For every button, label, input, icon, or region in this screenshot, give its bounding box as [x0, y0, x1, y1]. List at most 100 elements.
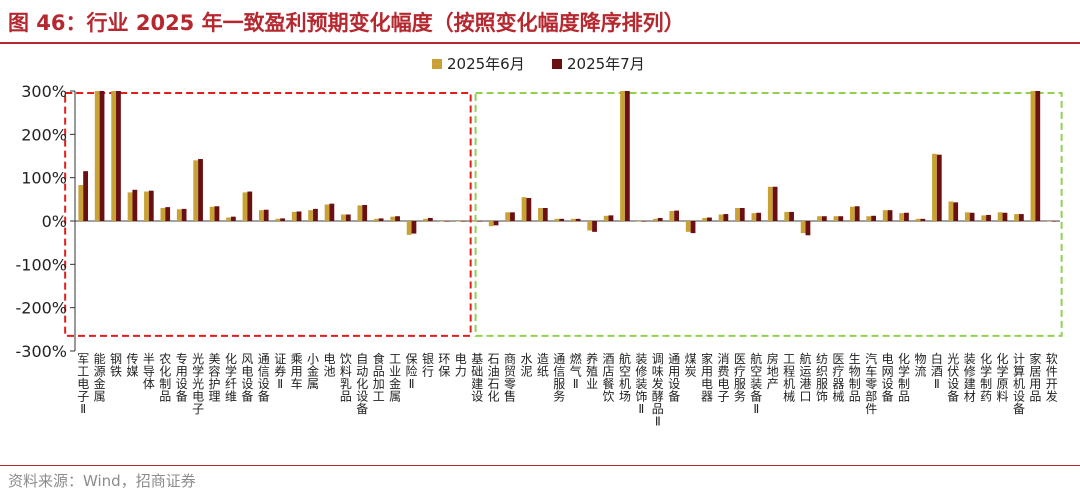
bar-july [148, 190, 154, 221]
bar-july [674, 210, 680, 221]
bar-july [739, 208, 745, 221]
bar-july [214, 206, 220, 221]
y-tick-label: -100% [15, 255, 67, 274]
bar-june [275, 218, 281, 221]
bar-june [423, 218, 428, 221]
legend-label: 2025年7月 [567, 55, 645, 73]
bar-july [608, 215, 614, 221]
x-tick-label: 装修装饰 Ⅱ [635, 352, 647, 416]
bar-june [505, 212, 511, 221]
bar-july [477, 221, 483, 222]
bar-july [805, 221, 811, 236]
x-tick-label: 生物制品 [849, 352, 861, 404]
x-tick-label: 医疗服务 [734, 352, 746, 404]
bar-july [575, 218, 581, 221]
x-tick-label: 光学光电子 [192, 352, 204, 416]
bar-july [1018, 214, 1024, 221]
bar-june [784, 211, 790, 221]
bar-july [83, 171, 89, 221]
bar-june [685, 221, 691, 232]
bar-june [78, 185, 84, 221]
bar-june [357, 205, 363, 221]
bar-june [767, 186, 773, 221]
bar-july [904, 212, 909, 221]
bar-june [669, 211, 675, 221]
bar-june [817, 216, 822, 221]
bar-july [296, 211, 302, 221]
x-tick-label: 纺织服饰 [816, 352, 828, 404]
bar-june [1030, 91, 1036, 221]
x-tick-label: 银行 [422, 352, 434, 379]
x-tick-label: 风电设备 [241, 352, 253, 404]
x-tick-label: 电网设备 [882, 352, 894, 404]
x-tick-label: 调味发酵品 Ⅱ [652, 352, 664, 429]
y-tick-label: -300% [15, 342, 67, 361]
x-tick-label: 化学制药 [980, 352, 992, 404]
bar-july [641, 221, 647, 222]
bar-july [247, 191, 253, 221]
bar-july [263, 209, 269, 221]
y-tick-label: 100% [21, 169, 67, 188]
bar-june [948, 201, 954, 221]
bar-july [657, 217, 663, 221]
x-tick-label: 基础建设 [471, 352, 483, 404]
x-tick-label: 通信设备 [258, 352, 270, 404]
bar-june [127, 192, 133, 221]
y-tick-label: 0% [42, 212, 67, 231]
y-tick-label: -200% [15, 299, 67, 318]
bar-july [887, 210, 893, 221]
bar-july [510, 212, 515, 221]
bar-june [636, 221, 642, 222]
bar-june [554, 218, 560, 221]
bar-july [313, 208, 318, 221]
bar-june [538, 208, 543, 221]
bar-july [542, 208, 548, 221]
x-tick-label: 航空装备 Ⅱ [750, 351, 762, 416]
x-tick-label: 通用设备 [668, 352, 680, 404]
bar-june [488, 221, 494, 227]
bar-june [603, 215, 609, 221]
bar-june [997, 212, 1003, 221]
x-tick-label: 证券 Ⅱ [274, 352, 286, 391]
x-tick-label: 环保 [438, 352, 450, 379]
bar-july [181, 208, 187, 221]
bar-june [242, 192, 248, 221]
y-tick-label: 300% [21, 82, 67, 101]
title-rule [0, 42, 1080, 44]
bar-july [1051, 221, 1057, 222]
bar-july [953, 202, 959, 221]
bar-june [521, 197, 527, 221]
bar-july [345, 214, 351, 221]
bar-june [209, 206, 215, 221]
source-note: 资料来源：Wind，招商证券 [8, 472, 196, 490]
x-tick-label: 乘用车 [291, 352, 303, 391]
bar-june [439, 221, 445, 222]
bar-july [411, 221, 417, 234]
x-tick-label: 工程机械 [783, 352, 795, 404]
bar-july [526, 198, 532, 221]
bar-july [854, 206, 860, 221]
bar-june [455, 221, 461, 222]
x-tick-label: 酒店餐饮 [603, 352, 615, 404]
bar-june [160, 208, 166, 221]
x-tick-label: 军工电子 Ⅱ [77, 352, 89, 416]
green-dashed-box [474, 92, 1063, 337]
bar-july [1035, 91, 1041, 221]
x-tick-label: 物流 [914, 352, 926, 379]
x-tick-label: 航运港口 [800, 351, 812, 404]
bar-june [406, 221, 412, 235]
bar-june [308, 210, 314, 221]
bar-july [838, 216, 844, 221]
bar-june [899, 213, 905, 221]
x-tick-label: 白酒 Ⅱ [931, 351, 943, 391]
x-tick-label: 化学制品 [898, 352, 910, 404]
x-tick-label: 医疗器械 [832, 352, 844, 404]
bar-june [111, 91, 117, 221]
x-tick-label: 自动化设备 [356, 352, 368, 416]
bar-july [871, 215, 877, 221]
bar-chart: 300% 200% 100% 0% -100% -200% -300% 军工电子 Ⅱ 能源金属钢… [15, 55, 1063, 429]
bar-july [395, 216, 400, 221]
bar-july [821, 216, 827, 221]
x-tick-label: 水泥 [520, 352, 532, 379]
bar-july [280, 218, 286, 221]
